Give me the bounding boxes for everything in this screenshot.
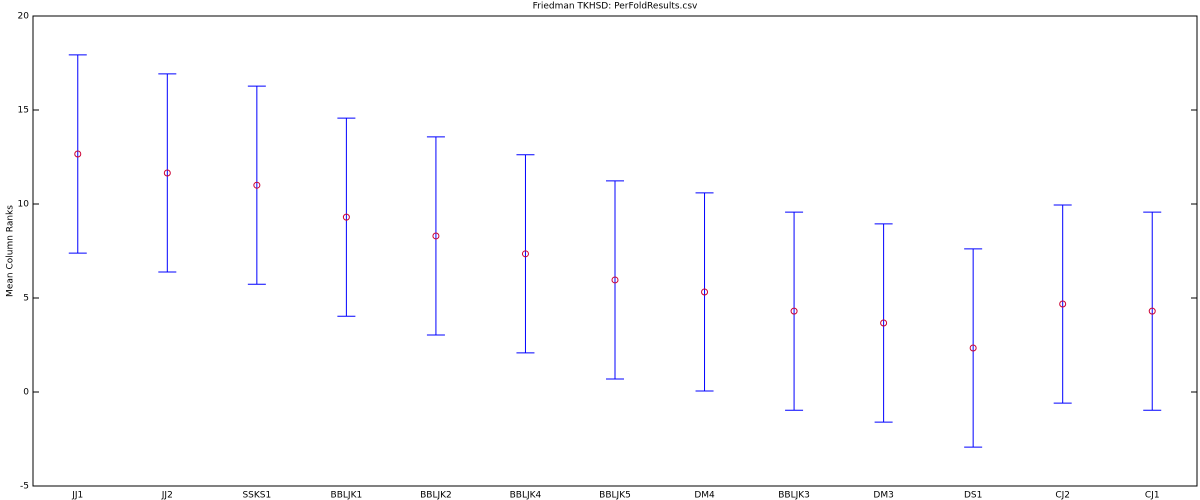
- mean-marker: [611, 276, 619, 284]
- x-tick-label: JJ1: [71, 491, 83, 500]
- error-bar: [1053, 204, 1072, 404]
- y-tick-label: 20: [18, 12, 30, 22]
- x-tick-label: SSKS1: [242, 491, 271, 500]
- mean-marker: [1059, 300, 1067, 308]
- x-tick-label: DM4: [694, 491, 715, 500]
- x-tick-label: BBLJK1: [331, 491, 363, 500]
- error-bar: [68, 54, 87, 254]
- error-bar: [1143, 211, 1162, 411]
- mean-marker: [1148, 307, 1156, 315]
- error-bar: [695, 192, 714, 392]
- x-tick-label: BBLJK5: [599, 491, 631, 500]
- x-tick-label: DM3: [873, 491, 893, 500]
- x-tick-label: BBLJK4: [510, 491, 542, 500]
- y-tick-label: 15: [18, 106, 29, 116]
- mean-marker: [880, 319, 888, 327]
- mean-marker: [342, 213, 350, 221]
- error-bar: [247, 85, 266, 285]
- x-tick-label: BBLJK2: [420, 491, 452, 500]
- y-tick-label: -5: [20, 482, 29, 492]
- chart-title: Friedman TKHSD: PerFoldResults.csv: [533, 2, 698, 12]
- x-tick-label: CJ1: [1145, 491, 1160, 500]
- y-tick-label: 0: [23, 388, 29, 398]
- error-bar: [158, 73, 177, 273]
- y-tick-label: 10: [18, 200, 30, 210]
- mean-marker: [432, 232, 440, 240]
- x-tick-label: BBLJK3: [778, 491, 810, 500]
- error-bar: [337, 117, 356, 317]
- mean-marker: [969, 344, 977, 352]
- y-axis-label: Mean Column Ranks: [6, 205, 16, 297]
- mean-marker: [253, 181, 261, 189]
- error-bar: [426, 136, 445, 336]
- x-tick-label: CJ2: [1055, 491, 1070, 500]
- mean-marker: [521, 250, 529, 258]
- error-bar: [874, 223, 893, 423]
- y-tick-label: 5: [23, 294, 29, 304]
- mean-marker: [163, 169, 171, 177]
- error-bar: [785, 211, 804, 411]
- mean-marker: [790, 307, 798, 315]
- error-bar: [606, 180, 624, 380]
- error-bar: [964, 248, 983, 448]
- mean-marker: [74, 150, 82, 158]
- mean-marker: [701, 288, 709, 296]
- x-tick-label: JJ2: [161, 491, 173, 500]
- error-bar: [516, 154, 535, 354]
- x-tick-label: DS1: [964, 491, 982, 500]
